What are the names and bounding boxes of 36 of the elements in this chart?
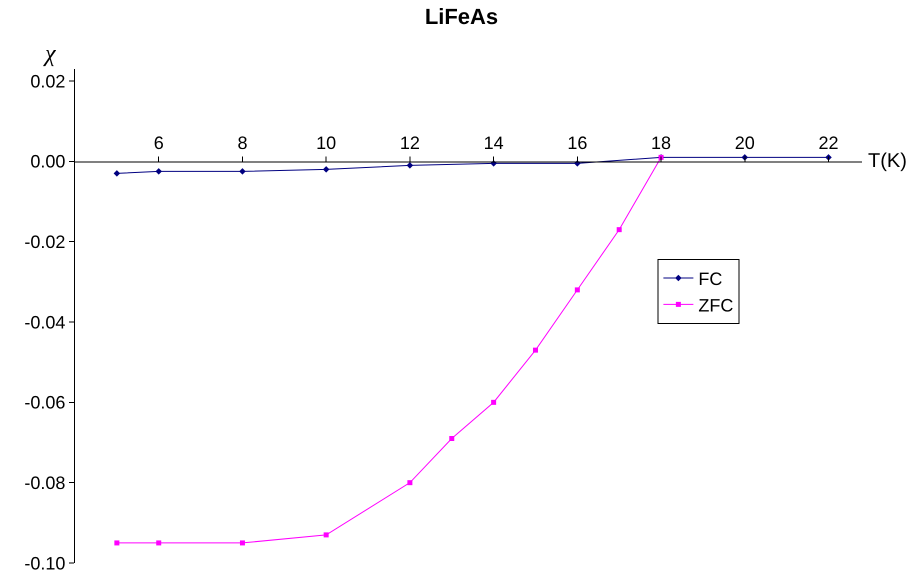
y-tick-label: -0.10: [24, 553, 66, 574]
legend-label: ZFC: [698, 295, 734, 316]
x-tick-label: 18: [651, 133, 672, 154]
point: [114, 540, 120, 546]
point: [574, 287, 580, 292]
y-tick-label: 0.02: [30, 71, 66, 92]
y-tick-label: -0.06: [24, 392, 66, 413]
point: [491, 400, 496, 405]
x-tick-label: 16: [567, 133, 588, 154]
x-tick-label: 8: [237, 133, 248, 154]
y-tick-label: -0.04: [24, 312, 66, 332]
legend-label: FC: [698, 269, 722, 290]
x-axis-title: T(K): [868, 150, 907, 172]
y-tick-label: -0.02: [24, 232, 66, 252]
y-axis-title: χ: [43, 41, 57, 67]
point: [240, 540, 245, 546]
x-tick-label: 20: [734, 133, 755, 154]
point: [239, 168, 246, 175]
point: [406, 162, 414, 169]
chart-title: LiFeAs: [424, 4, 498, 30]
point: [407, 480, 412, 486]
x-tick-label: 22: [818, 133, 839, 154]
point: [532, 348, 538, 353]
point: [156, 540, 162, 546]
point: [324, 532, 329, 538]
point: [155, 168, 162, 175]
x-tick-label: 12: [400, 133, 420, 154]
point: [449, 436, 454, 441]
y-tick-label: 0.00: [30, 152, 66, 172]
point: [114, 170, 120, 177]
point: [616, 227, 622, 232]
x-tick-label: 14: [484, 133, 504, 154]
x-tick-label: 10: [316, 133, 336, 154]
y-tick-label: -0.08: [24, 472, 66, 493]
point: [322, 166, 330, 173]
x-tick-label: 6: [154, 133, 164, 154]
